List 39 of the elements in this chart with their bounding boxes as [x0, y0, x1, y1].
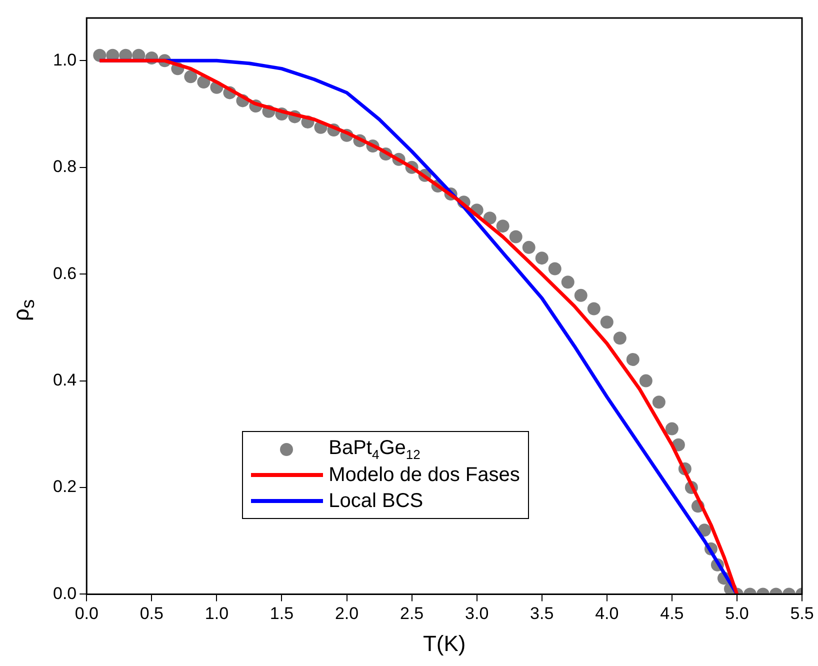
- point: [600, 316, 614, 329]
- x-tick-label: 2.5: [400, 604, 424, 624]
- legend-label: Local BCS: [328, 490, 424, 513]
- x-tick-label: 3.0: [465, 604, 489, 624]
- y-tick-label: 0.2: [52, 477, 77, 496]
- x-tick-label: 0.5: [140, 604, 164, 624]
- point: [93, 48, 106, 62]
- x-tick-label: 4.0: [595, 604, 619, 624]
- x-tick-label: 5.5: [790, 604, 814, 624]
- point: [613, 332, 626, 345]
- point: [483, 212, 496, 225]
- y-tick-label: 0.8: [52, 157, 77, 176]
- point: [496, 220, 510, 233]
- x-tick-label: 4.5: [660, 604, 684, 624]
- x-tick-label: 2.0: [334, 604, 359, 624]
- x-tick-label: 3.5: [530, 604, 554, 624]
- y-tick-label: 1.0: [52, 50, 77, 70]
- y-tick-label: 0.6: [52, 264, 77, 283]
- legend-label: BaPt$_{4}$Ge$_{12}$: [328, 436, 420, 462]
- point: [652, 396, 666, 409]
- point: [639, 374, 652, 388]
- point: [574, 288, 588, 302]
- legend-label: Modelo de dos Fases: [328, 464, 520, 487]
- point: [535, 252, 548, 265]
- x-tick-label: 0.0: [74, 604, 98, 624]
- point: [184, 70, 198, 84]
- point: [587, 302, 600, 316]
- point: [626, 352, 640, 366]
- point: [522, 240, 536, 254]
- point: [509, 230, 522, 244]
- y-tick-label: 0.0: [52, 584, 77, 603]
- point: [548, 262, 562, 276]
- x-axis-title: T(K): [422, 630, 466, 656]
- x-tick-label: 5.0: [725, 604, 749, 624]
- x-tick-label: 1.0: [204, 604, 229, 624]
- y-tick-label: 0.4: [52, 370, 77, 390]
- point: [561, 276, 574, 289]
- x-tick-label: 1.5: [270, 604, 294, 624]
- point: [665, 422, 678, 436]
